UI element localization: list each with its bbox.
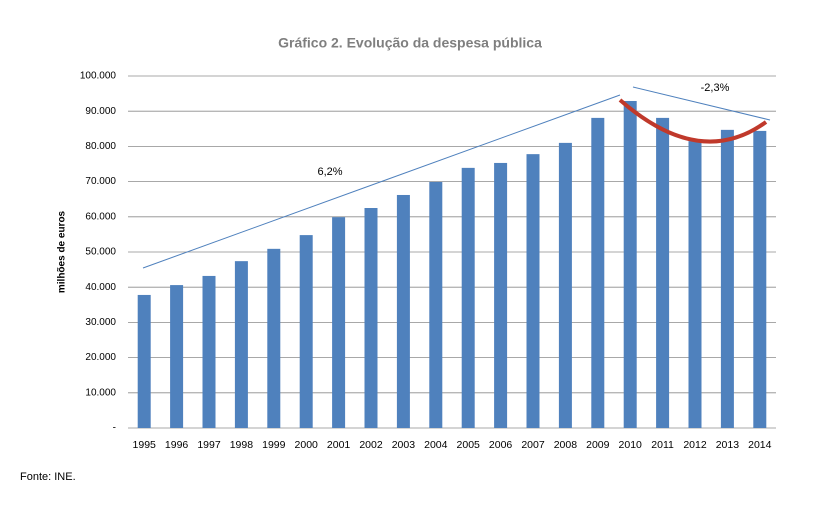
x-tick-label: 2001 — [327, 439, 351, 451]
y-tick-label: 100.000 — [80, 71, 117, 82]
x-tick-label: 2013 — [716, 439, 740, 451]
y-tick-label: 50.000 — [85, 247, 116, 258]
bar — [267, 248, 281, 428]
y-tick-label: 10.000 — [85, 387, 116, 398]
bar — [396, 194, 410, 428]
trend-line — [142, 94, 621, 269]
bar — [299, 235, 313, 428]
source: Fonte: INE. — [20, 471, 76, 483]
annotation: -2,3% — [701, 82, 730, 94]
trend-curve — [618, 98, 768, 144]
bar — [753, 130, 767, 429]
y-tick-label: 60.000 — [85, 211, 116, 222]
x-tick-label: 2002 — [359, 439, 383, 451]
y-axis-label: milhões de euros — [57, 210, 68, 293]
chart-title: Gráfico 2. Evolução da despesa pública — [278, 35, 542, 51]
y-tick-label: 90.000 — [85, 106, 116, 117]
bar — [494, 162, 508, 428]
x-tick-label: 1996 — [165, 439, 189, 451]
x-tick-label: 2008 — [554, 439, 578, 451]
annotation: 6,2% — [317, 166, 342, 178]
bar — [364, 208, 378, 428]
x-tick-label: 2010 — [619, 439, 643, 451]
trend-line — [632, 86, 771, 121]
bar — [623, 100, 637, 428]
bar — [720, 129, 734, 428]
x-tick-label: 2005 — [457, 439, 481, 451]
x-tick-label: 2006 — [489, 439, 513, 451]
x-tick-label: 1999 — [262, 439, 286, 451]
bar — [137, 294, 151, 428]
y-tick-label: - — [113, 423, 116, 434]
plot: - 10.000 20.000 30.000 40.000 50.000 60.000 70.… — [80, 71, 776, 451]
bar — [332, 217, 346, 428]
bar — [429, 181, 443, 428]
x-tick-label: 2014 — [748, 439, 772, 451]
bar — [461, 167, 475, 428]
x-tick-label: 2007 — [521, 439, 545, 451]
x-tick-label: 1995 — [133, 439, 157, 451]
bar — [591, 117, 605, 428]
x-tick-label: 2011 — [651, 439, 674, 451]
x-tick-label: 2012 — [683, 439, 707, 451]
bar — [656, 117, 670, 428]
x-tick-label: 2009 — [586, 439, 610, 451]
bar — [558, 142, 572, 428]
y-tick-label: 70.000 — [85, 176, 116, 187]
y-tick-label: 40.000 — [85, 282, 116, 293]
x-tick-label: 2003 — [392, 439, 416, 451]
x-tick-label: 1998 — [230, 439, 254, 451]
x-tick-label: 2000 — [295, 439, 319, 451]
x-tick-label: 2004 — [424, 439, 448, 451]
bar — [234, 261, 248, 428]
bar — [170, 285, 184, 428]
y-tick-label: 20.000 — [85, 352, 116, 363]
bar — [202, 275, 216, 428]
y-tick-label: 30.000 — [85, 317, 116, 328]
y-tick-label: 80.000 — [85, 141, 116, 152]
x-tick-label: 1997 — [197, 439, 221, 451]
bar — [526, 154, 540, 429]
bar — [688, 141, 702, 428]
